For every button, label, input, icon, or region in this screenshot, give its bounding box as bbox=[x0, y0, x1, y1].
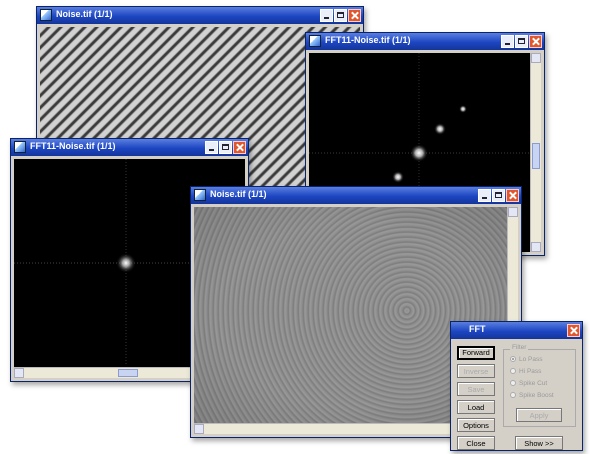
title-bar[interactable]: FFT11-Noise.tif (1/1) bbox=[306, 33, 544, 50]
image-canvas[interactable] bbox=[194, 207, 507, 423]
filter-option-spike-cut[interactable]: Spike Cut bbox=[510, 380, 547, 387]
window-title: FFT bbox=[469, 324, 486, 334]
scroll-up-arrow-icon[interactable] bbox=[531, 53, 541, 63]
dialog-panel: Forward Inverse Save Load Options Close … bbox=[451, 339, 582, 450]
radio-unchecked-icon bbox=[510, 380, 516, 386]
title-bar[interactable]: Noise.tif (1/1) bbox=[191, 187, 521, 204]
radio-unchecked-icon bbox=[510, 368, 516, 374]
maximize-icon[interactable] bbox=[515, 35, 528, 48]
fft-dialog[interactable]: FFT Forward Inverse Save Load Options Cl… bbox=[450, 321, 583, 451]
filter-group-label: Filter bbox=[510, 344, 529, 351]
window-title: Noise.tif (1/1) bbox=[210, 189, 267, 199]
inverse-button[interactable]: Inverse bbox=[457, 364, 495, 378]
minimize-icon[interactable] bbox=[501, 35, 514, 48]
scroll-left-arrow-icon[interactable] bbox=[194, 424, 204, 434]
image-document-icon[interactable] bbox=[194, 189, 206, 201]
vertical-scrollbar[interactable] bbox=[530, 53, 541, 252]
minimize-icon[interactable] bbox=[320, 9, 333, 22]
forward-button[interactable]: Forward bbox=[457, 346, 495, 360]
filter-option-hi-pass[interactable]: Hi Pass bbox=[510, 368, 541, 375]
options-button[interactable]: Options bbox=[457, 418, 495, 432]
close-button[interactable]: Close bbox=[457, 436, 495, 450]
close-icon[interactable] bbox=[506, 189, 519, 202]
scroll-down-arrow-icon[interactable] bbox=[531, 242, 541, 252]
close-icon[interactable] bbox=[529, 35, 542, 48]
close-icon[interactable] bbox=[567, 324, 580, 337]
minimize-icon[interactable] bbox=[205, 141, 218, 154]
close-icon[interactable] bbox=[233, 141, 246, 154]
apply-button[interactable]: Apply bbox=[516, 408, 562, 422]
scroll-thumb[interactable] bbox=[118, 369, 138, 377]
minimize-icon[interactable] bbox=[478, 189, 491, 202]
window-title: FFT11-Noise.tif (1/1) bbox=[30, 141, 116, 151]
filter-option-lo-pass[interactable]: Lo Pass bbox=[510, 356, 543, 363]
radio-unchecked-icon bbox=[510, 392, 516, 398]
show-button[interactable]: Show >> bbox=[515, 436, 563, 450]
image-document-icon[interactable] bbox=[14, 141, 26, 153]
title-bar[interactable]: Noise.tif (1/1) bbox=[37, 7, 363, 24]
save-button[interactable]: Save bbox=[457, 382, 495, 396]
radio-checked-icon bbox=[510, 356, 516, 362]
title-bar[interactable]: FFT11-Noise.tif (1/1) bbox=[11, 139, 248, 156]
image-document-icon[interactable] bbox=[40, 9, 52, 21]
maximize-icon[interactable] bbox=[334, 9, 347, 22]
load-button[interactable]: Load bbox=[457, 400, 495, 414]
close-icon[interactable] bbox=[348, 9, 361, 22]
image-document-icon[interactable] bbox=[309, 35, 321, 47]
scroll-left-arrow-icon[interactable] bbox=[14, 368, 24, 378]
window-title: Noise.tif (1/1) bbox=[56, 9, 113, 19]
maximize-icon[interactable] bbox=[219, 141, 232, 154]
title-bar[interactable]: FFT bbox=[451, 322, 582, 339]
fft-spectrum-svg bbox=[309, 53, 530, 252]
filter-option-spike-boost[interactable]: Spike Boost bbox=[510, 392, 554, 399]
filter-group: Filter Lo Pass Hi Pass Spike Cut Spike B… bbox=[503, 344, 576, 427]
scroll-thumb[interactable] bbox=[532, 143, 540, 169]
window-title: FFT11-Noise.tif (1/1) bbox=[325, 35, 411, 45]
maximize-icon[interactable] bbox=[492, 189, 505, 202]
scroll-up-arrow-icon[interactable] bbox=[508, 207, 518, 217]
